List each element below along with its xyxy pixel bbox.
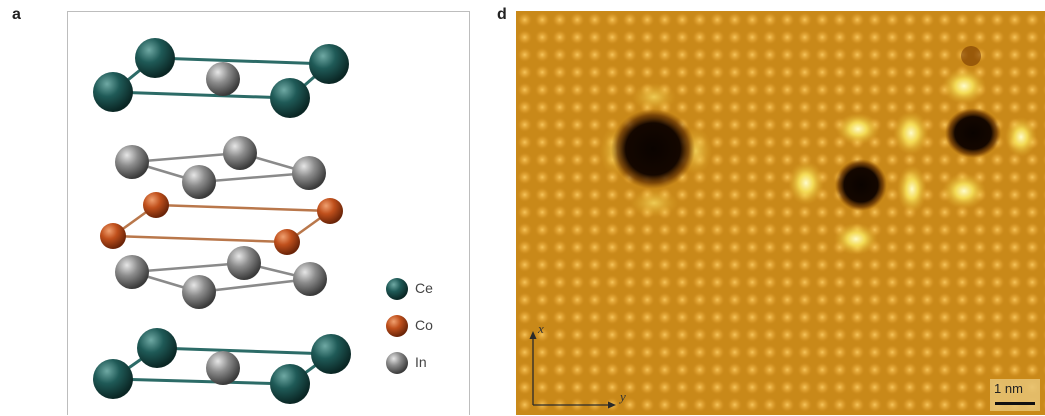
co-atom [317, 198, 343, 224]
co-atom [274, 229, 300, 255]
co-atom [100, 223, 126, 249]
upper-in-layer [115, 136, 326, 199]
small-dark-defect [945, 108, 1001, 158]
in-atom [227, 246, 261, 280]
axis-x-label: x [538, 321, 544, 336]
in-atom [115, 145, 149, 179]
co-atom [143, 192, 169, 218]
legend-ce-swatch [386, 278, 408, 300]
lower-in-layer [115, 246, 327, 309]
in-atom [223, 136, 257, 170]
ce-atom [93, 359, 133, 399]
in-atom [182, 165, 216, 199]
ce-atom [137, 328, 177, 368]
legend-co-swatch [386, 315, 408, 337]
ce-atom [309, 44, 349, 84]
in-atom [115, 255, 149, 289]
in-atom [206, 62, 240, 96]
xy-axes [529, 331, 616, 409]
dark-defects [611, 108, 1001, 211]
ce-atom [270, 78, 310, 118]
ce-atom [270, 364, 310, 404]
in-atom [182, 275, 216, 309]
small-dark-defect [835, 159, 887, 211]
in-atom [292, 156, 326, 190]
stm-image-panel: x y 1 nm [516, 11, 1045, 415]
scale-bar [995, 402, 1035, 405]
bright-features [600, 46, 1037, 255]
large-dark-defect [611, 109, 695, 189]
legend-in-label: In [415, 354, 427, 370]
crystal-structure-panel: Ce Co In [67, 11, 470, 415]
crystal-structure-diagram [93, 38, 408, 404]
ce-atom [311, 334, 351, 374]
legend-in-swatch [386, 352, 408, 374]
ce-atom [135, 38, 175, 78]
ce-atom [93, 72, 133, 112]
legend [386, 278, 408, 374]
top-ce-layer [93, 38, 349, 118]
in-atom [206, 351, 240, 385]
bottom-ce-layer [93, 328, 351, 404]
legend-ce-label: Ce [415, 280, 433, 296]
co-layer [100, 192, 343, 255]
axis-y-label: y [620, 389, 626, 404]
panel-d-letter: d [497, 6, 507, 23]
scale-bar-label: 1 nm [994, 381, 1023, 396]
panel-a-letter: a [12, 6, 21, 23]
stm-topograph [516, 11, 1045, 415]
legend-co-label: Co [415, 317, 433, 333]
in-atom [293, 262, 327, 296]
scale-bar-background [990, 379, 1040, 411]
